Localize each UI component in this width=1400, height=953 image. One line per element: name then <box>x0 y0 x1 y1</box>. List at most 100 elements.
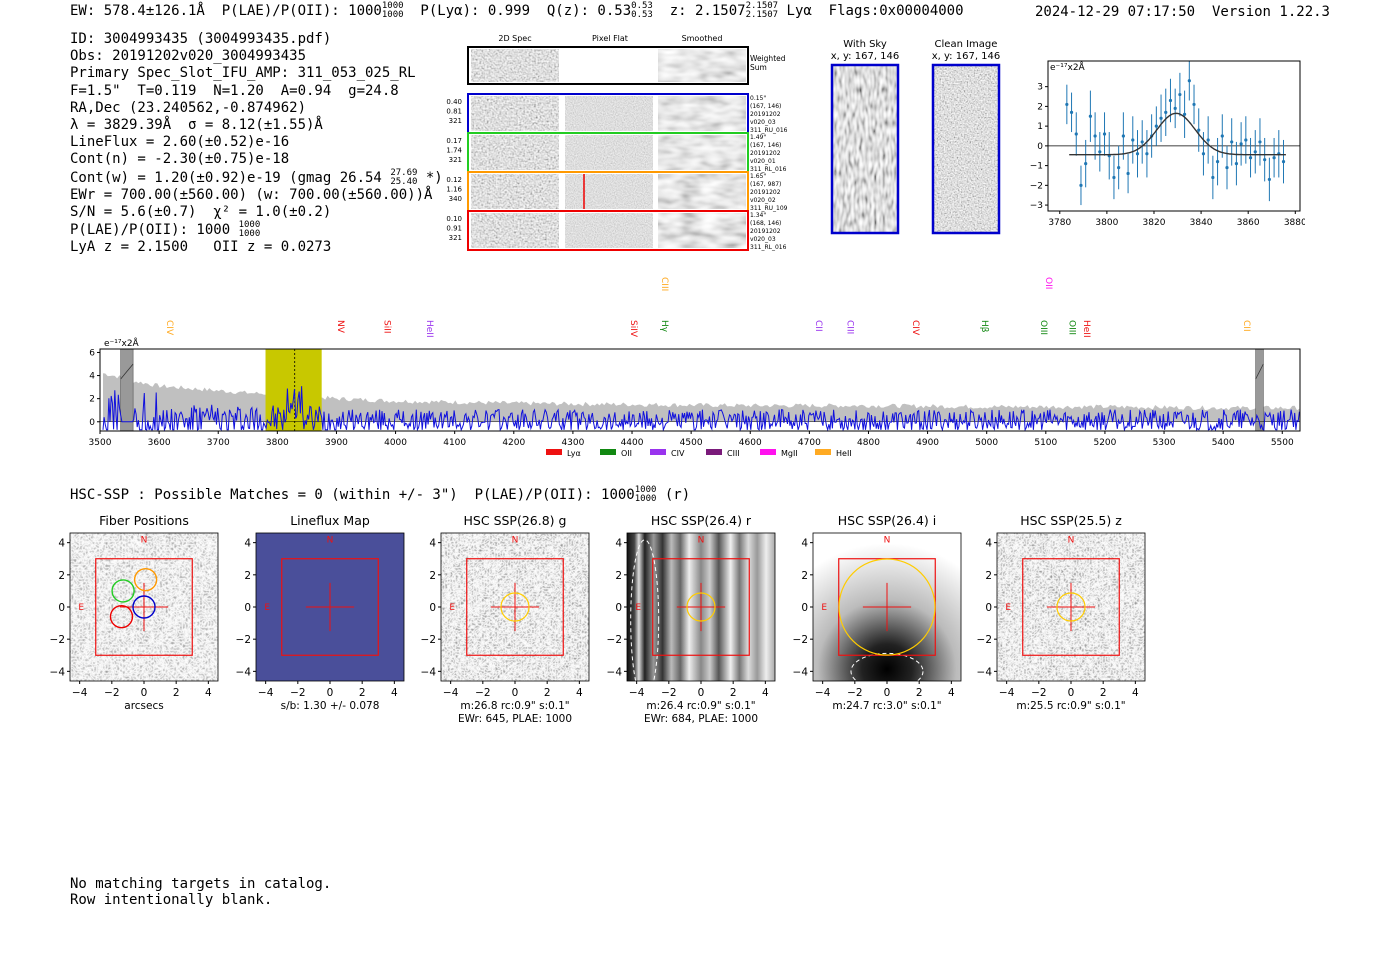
cutout-row-meta: 0.15" <box>750 95 766 102</box>
emission-line-name: OIII <box>1066 320 1076 335</box>
footer-line-1: No matching targets in catalog. <box>70 876 332 892</box>
zoom-point <box>1267 177 1271 182</box>
hsc-ytick-label: 2 <box>429 570 436 582</box>
zoom-ytick-label: −1 <box>1030 162 1043 172</box>
hsc-xtick-label: −4 <box>443 687 459 699</box>
header-version: Version 1.22.3 <box>1211 4 1330 20</box>
zoom-point <box>1074 132 1078 136</box>
hsc-ytick-label: 0 <box>985 602 992 614</box>
hsc-summary-hi: 1000 <box>634 485 657 495</box>
header-qz-range: 0.53 0.53 <box>631 2 653 20</box>
col-header-pixel-flat: Pixel Flat <box>592 34 628 43</box>
hsc-ytick-label: −4 <box>607 666 623 678</box>
hsc-xtick-label: −4 <box>999 687 1015 699</box>
zoom-point <box>1154 124 1158 128</box>
zoom-point <box>1187 79 1191 83</box>
cutout-row-meta: v020_01 <box>750 158 776 165</box>
spectrum-xtick-label: 3600 <box>148 438 171 448</box>
east-marker: E <box>78 603 84 613</box>
hsc-ytick-label: 2 <box>615 570 622 582</box>
emission-line-name: SiII <box>381 320 391 334</box>
hsc-panel-title: HSC SSP(25.5) z <box>1020 513 1122 528</box>
zoom-point <box>1253 150 1257 154</box>
cutout-smoothed <box>658 213 746 248</box>
emission-line-name: OIII <box>1038 320 1048 335</box>
cutout-row-meta: 311_RU_016 <box>750 127 788 134</box>
cutout-row-meta: 1.49" <box>750 134 766 141</box>
cutout-row-stat: 0.17 <box>446 137 462 145</box>
info-radec: RA,Dec (23.240562,-0.874962) <box>70 99 307 116</box>
emission-line-label: CIV <box>910 320 920 336</box>
cutout-row-meta: (167, 987) <box>750 181 781 188</box>
cutout-pixel-flat <box>565 96 653 131</box>
emission-line-name: CIII <box>659 277 669 291</box>
emission-line-label: CIII <box>659 277 669 291</box>
emission-line-label: HeII <box>1081 320 1091 338</box>
hsc-panel-title: HSC SSP(26.8) g <box>464 513 567 528</box>
north-marker: N <box>698 536 705 546</box>
spectrum-error-envelope <box>102 373 1300 422</box>
cutout-row-frame <box>467 210 749 251</box>
zoom-x-ticks: 3780 3800 3820 3840 3860 3880 <box>1048 211 1305 228</box>
hsc-ytick-label: −4 <box>977 666 993 678</box>
zoom-point <box>1197 128 1201 132</box>
hsc-ytick-label: 0 <box>615 602 622 614</box>
zoom-point <box>1258 140 1262 144</box>
zoom-point <box>1098 150 1102 154</box>
info-plae-lo: 1000 <box>238 229 261 240</box>
masked-region-hatch <box>120 363 134 380</box>
hsc-xtick-label: 2 <box>730 687 737 699</box>
cutout-smoothed <box>658 174 746 209</box>
north-marker: N <box>1068 536 1075 546</box>
weighted-smoothed <box>658 49 746 82</box>
zoom-point <box>1225 165 1229 170</box>
emission-line-label: CII <box>813 320 823 332</box>
spectrum-xtick-label: 5000 <box>975 438 998 448</box>
zoom-point <box>1211 175 1215 180</box>
emission-line-name: CIV <box>164 320 174 336</box>
cutout-row-meta: 20191202 <box>750 150 781 157</box>
spectrum-xtick-label: 4800 <box>857 438 880 448</box>
header-z-line: Lyα <box>786 3 812 19</box>
zoom-point <box>1220 134 1224 138</box>
emission-line-name: SiIV <box>628 320 638 338</box>
zoom-point <box>1234 162 1239 166</box>
east-marker: E <box>264 603 270 613</box>
search-box <box>281 558 379 656</box>
zoom-point <box>1201 152 1206 156</box>
emission-line-name: CII <box>813 320 823 332</box>
east-marker: E <box>1005 603 1011 613</box>
info-contw-end: *) <box>425 169 443 186</box>
header-plae-lo: 1000 <box>381 10 404 20</box>
cutout-row-meta: (167, 146) <box>750 142 781 149</box>
hsc-panel-caption: m:26.8 rc:0.9" s:0.1" <box>460 700 569 712</box>
zoom-point <box>1244 138 1248 142</box>
clean-image-coords: x, y: 167, 146 <box>932 51 1001 62</box>
info-contn: Cont(n) = -2.30(±0.75)e-18 <box>70 151 290 168</box>
hsc-ytick-label: 4 <box>801 538 808 550</box>
emission-line-name: NV <box>335 320 345 334</box>
info-contw: Cont(w) = 1.20(±0.92)e-19 (gmag 26.54 27… <box>70 168 443 187</box>
spectrum-ytick-label: 0 <box>89 418 95 428</box>
emission-line-name: Hβ <box>979 320 989 333</box>
zoom-point <box>1263 158 1267 162</box>
spectrum-plot-area <box>100 348 1300 432</box>
hsc-ytick-label: −2 <box>977 634 992 646</box>
emission-line-label: Hγ <box>659 320 669 333</box>
hsc-xtick-label: −4 <box>629 687 645 699</box>
hsc-xtick-label: 4 <box>762 687 769 699</box>
legend-swatch <box>546 449 562 455</box>
hsc-ytick-label: 2 <box>244 570 251 582</box>
info-params: F=1.5" T=0.119 N=1.20 A=0.94 g=24.8 <box>70 82 399 99</box>
hsc-summary-band: (r) <box>664 487 691 503</box>
col-header-2d-spec: 2D Spec <box>498 34 531 43</box>
info-zline: LyA z = 2.1500 OII z = 0.0273 <box>70 239 332 256</box>
with-sky-title: With Sky <box>843 39 887 50</box>
east-marker: E <box>449 603 455 613</box>
cutout-row-meta: v020_03 <box>750 236 776 243</box>
hsc-xtick-label: −2 <box>847 687 862 699</box>
hsc-ytick-label: −4 <box>50 666 66 678</box>
hsc-panel-image: NE <box>256 533 404 681</box>
